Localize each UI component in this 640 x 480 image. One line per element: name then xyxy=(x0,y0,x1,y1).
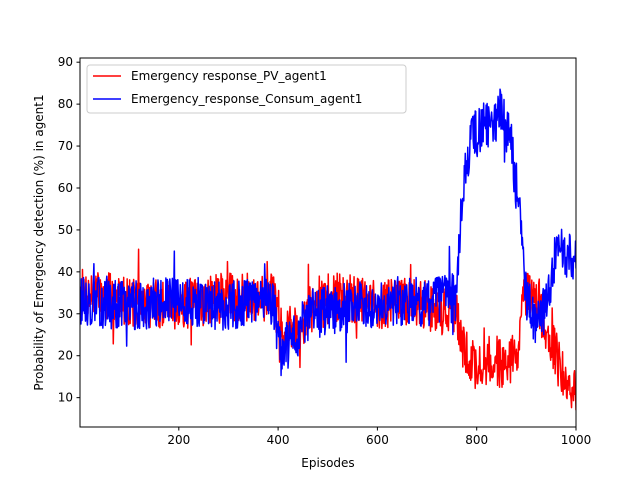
series-line-1 xyxy=(80,88,576,377)
y-tick-label: 90 xyxy=(58,55,73,69)
y-tick-label: 80 xyxy=(58,97,73,111)
x-axis-label: Episodes xyxy=(301,456,354,470)
plot-frame xyxy=(79,57,577,428)
y-axis: 10 20 30 40 50 60 70 80 90 xyxy=(58,55,80,405)
legend-label-pv: Emergency response_PV_agent1 xyxy=(131,69,327,83)
x-tick-label: 1000 xyxy=(561,433,592,447)
x-tick-label: 400 xyxy=(267,433,290,447)
y-tick-label: 30 xyxy=(58,307,73,321)
y-tick-label: 50 xyxy=(58,223,73,237)
x-axis: 200 400 600 800 1000 xyxy=(167,427,591,447)
y-tick-label: 20 xyxy=(58,349,73,363)
y-tick-label: 70 xyxy=(58,139,73,153)
y-axis-label: Probability of Emergency detection (%) i… xyxy=(32,94,46,390)
legend: Emergency response_PV_agent1 Emergency_r… xyxy=(86,64,407,114)
y-tick-label: 10 xyxy=(58,391,73,405)
y-tick-label: 40 xyxy=(58,265,73,279)
x-tick-label: 200 xyxy=(167,433,190,447)
x-tick-label: 800 xyxy=(465,433,488,447)
series-layer xyxy=(80,88,576,411)
y-tick-label: 60 xyxy=(58,181,73,195)
legend-box xyxy=(86,64,407,114)
legend-label-consum: Emergency_response_Consum_agent1 xyxy=(131,92,362,106)
x-tick-label: 600 xyxy=(366,433,389,447)
